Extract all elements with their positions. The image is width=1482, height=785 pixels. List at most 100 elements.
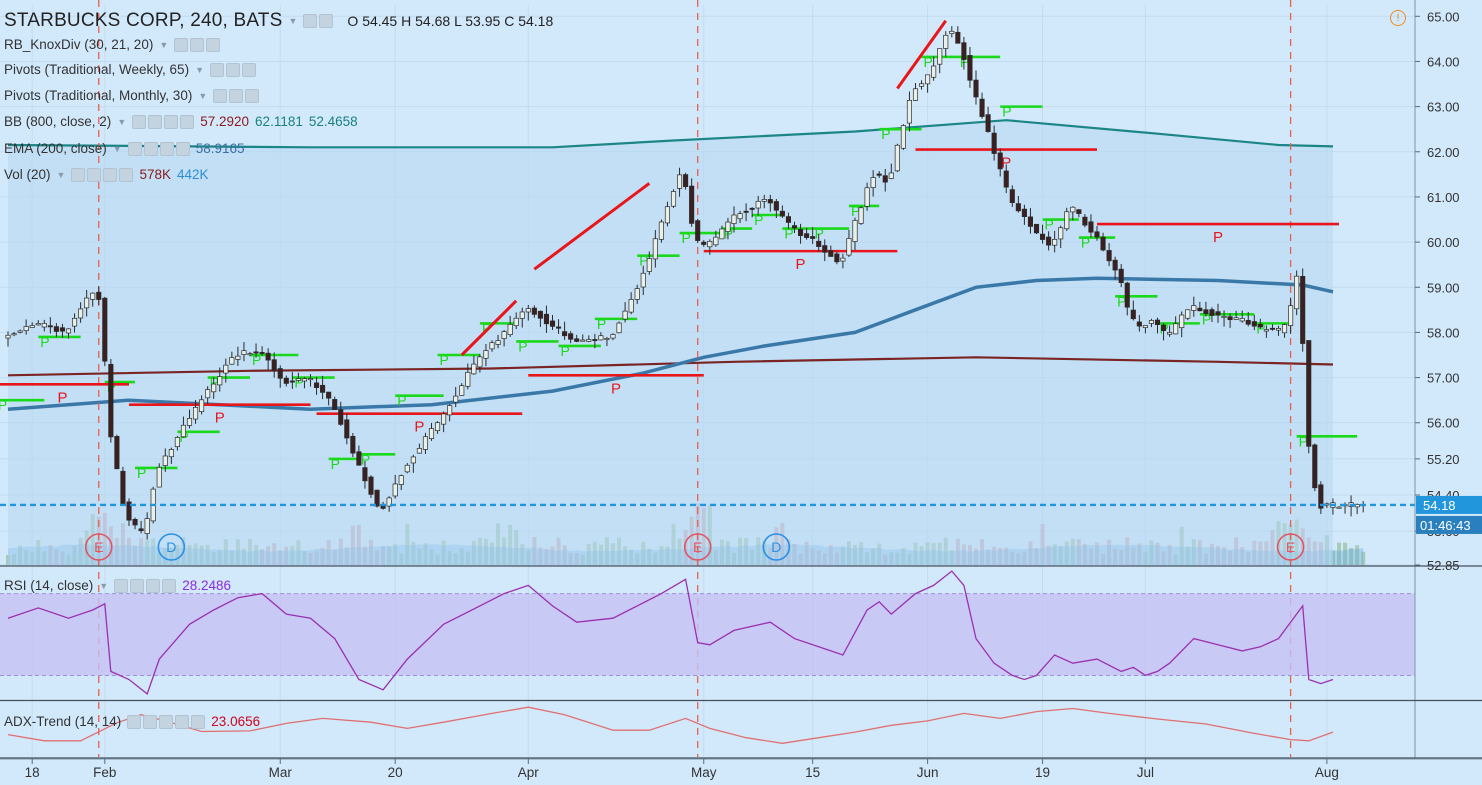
- chevron-down-icon[interactable]: ▼: [117, 116, 127, 127]
- candle-body: [71, 317, 78, 327]
- candle-body: [1015, 203, 1021, 212]
- gear-icon[interactable]: [319, 14, 334, 28]
- chevron-down-icon[interactable]: ▼: [56, 169, 66, 180]
- candle-body: [562, 331, 568, 337]
- candle-body: [822, 245, 828, 253]
- plus-icon[interactable]: [146, 578, 161, 593]
- gear-icon[interactable]: [87, 167, 102, 182]
- close-icon[interactable]: [180, 114, 195, 129]
- indicator-value: 57.2920: [200, 114, 250, 129]
- eye-icon[interactable]: [213, 88, 228, 103]
- candle-body: [368, 476, 374, 495]
- indicator-label[interactable]: Pivots (Traditional, Monthly, 30): [4, 88, 193, 103]
- candle-body: [1294, 275, 1300, 310]
- eye-icon[interactable]: [127, 714, 142, 729]
- gear-icon[interactable]: [143, 714, 158, 729]
- close-icon[interactable]: [119, 167, 134, 182]
- candle-body: [779, 210, 785, 217]
- chevron-down-icon[interactable]: ▼: [198, 90, 208, 101]
- gear-icon[interactable]: [190, 37, 205, 52]
- close-icon[interactable]: [206, 37, 221, 52]
- gear-icon[interactable]: [130, 578, 145, 593]
- gear-icon[interactable]: [143, 141, 158, 156]
- volume-bar: [1343, 542, 1348, 565]
- pivot-label: P: [215, 410, 225, 427]
- candle-body: [979, 98, 985, 117]
- close-icon[interactable]: [245, 88, 260, 103]
- indicator-label[interactable]: BB (800, close, 2): [4, 114, 112, 129]
- chevron-down-icon[interactable]: ▼: [99, 580, 109, 591]
- time-tick-label: 20: [388, 765, 403, 780]
- candle-body: [888, 172, 894, 179]
- time-axis: 18 Feb Mar 20 Apr May 15 Jun 19 Jul Aug: [25, 759, 1339, 780]
- eye-icon[interactable]: [303, 14, 318, 28]
- close-icon[interactable]: [175, 141, 190, 156]
- indicator-value: 58.9165: [195, 141, 245, 156]
- close-icon[interactable]: [162, 578, 177, 593]
- candle-body: [1100, 236, 1106, 251]
- chevron-down-icon[interactable]: ▼: [288, 16, 298, 26]
- gear-icon[interactable]: [148, 114, 163, 129]
- pivot-label: P: [331, 456, 340, 472]
- pivot-label: P: [724, 226, 733, 242]
- close-icon[interactable]: [191, 714, 206, 729]
- chevron-down-icon[interactable]: ▼: [195, 64, 204, 75]
- candle-body: [852, 220, 858, 242]
- eye-icon[interactable]: [132, 114, 147, 129]
- pivot-label: P: [518, 338, 527, 354]
- plus-icon[interactable]: [175, 714, 190, 729]
- braces-icon[interactable]: [159, 714, 174, 729]
- indicator-label[interactable]: Vol (20): [4, 167, 51, 182]
- candle-body: [973, 79, 979, 98]
- trend-line: [896, 19, 947, 90]
- close-value: 54.18: [518, 13, 554, 29]
- close-icon[interactable]: [242, 62, 256, 77]
- eye-icon[interactable]: [114, 578, 129, 593]
- event-letter: D: [771, 539, 781, 555]
- candle-body: [616, 322, 622, 334]
- pivot-label: P: [815, 226, 824, 242]
- symbol-title[interactable]: STARBUCKS CORP, 240, BATS: [4, 10, 283, 31]
- candle-body: [961, 42, 967, 60]
- candle-body: [47, 325, 53, 328]
- eye-icon[interactable]: [127, 141, 142, 156]
- candle-body: [301, 378, 308, 382]
- candle-body: [695, 220, 701, 241]
- candle-body: [199, 399, 205, 412]
- candle-body: [1257, 323, 1263, 328]
- alert-icon[interactable]: !: [1390, 10, 1406, 26]
- candle-body: [501, 331, 507, 339]
- indicator-label[interactable]: Pivots (Traditional, Weekly, 65): [4, 62, 190, 77]
- candle-body: [640, 272, 646, 288]
- candle-body: [1318, 484, 1324, 509]
- time-tick-label: 15: [805, 765, 820, 780]
- candle-body: [362, 467, 368, 482]
- gear-icon[interactable]: [226, 62, 240, 77]
- eye-icon[interactable]: [71, 167, 86, 182]
- chevron-down-icon[interactable]: ▼: [159, 39, 169, 50]
- indicator-label[interactable]: RB_KnoxDiv (30, 21, 20): [4, 37, 154, 52]
- plus-icon[interactable]: [103, 167, 118, 182]
- candle-body: [634, 288, 640, 300]
- plus-icon[interactable]: [164, 114, 179, 129]
- plus-icon[interactable]: [159, 141, 174, 156]
- candle-body: [1312, 444, 1318, 489]
- eye-icon[interactable]: [174, 37, 189, 52]
- volume-bar: [1355, 545, 1360, 565]
- adx-value: 23.0656: [211, 714, 261, 729]
- candle-body: [332, 399, 338, 410]
- chevron-down-icon[interactable]: ▼: [112, 143, 122, 154]
- rsi-label[interactable]: RSI (14, close): [4, 578, 94, 593]
- rsi-line: [7, 570, 1334, 695]
- adx-label[interactable]: ADX-Trend (14, 14): [4, 714, 122, 729]
- candle-body: [1197, 307, 1203, 312]
- indicator-label[interactable]: EMA (200, close): [4, 141, 107, 156]
- eye-icon[interactable]: [210, 62, 224, 77]
- ema-line: [7, 276, 1334, 411]
- candle-body: [168, 449, 174, 458]
- candle-body: [810, 236, 816, 239]
- gear-icon[interactable]: [229, 88, 244, 103]
- price-tick-label: 57.00: [1427, 371, 1460, 386]
- candle-body: [997, 152, 1003, 170]
